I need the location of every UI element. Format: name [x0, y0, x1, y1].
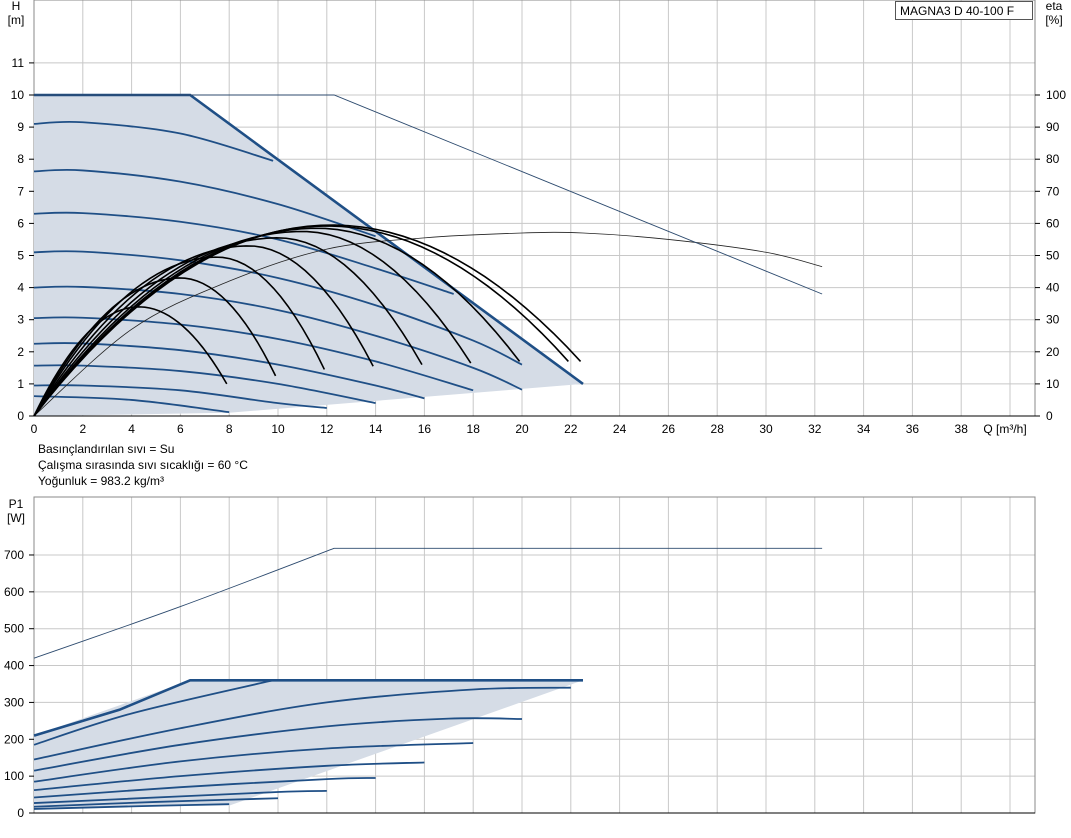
y2-tick-label: 0: [1046, 409, 1053, 423]
y-tick-label: 7: [17, 184, 24, 198]
y-tick-label: 11: [12, 56, 25, 70]
x-tick-label: 10: [271, 422, 285, 436]
y-axis-unit: [m]: [8, 13, 25, 27]
head-chart-grid: [33, 0, 1036, 417]
power-speed-line: [33, 686, 571, 761]
x-tick-label: 22: [564, 422, 578, 436]
speed-curve-line: [33, 316, 474, 392]
y-tick-label: 4: [17, 281, 24, 295]
power-speed-line: [33, 789, 327, 804]
y2-axis-title: eta: [1046, 0, 1063, 13]
y2-tick-label: 20: [1046, 345, 1060, 359]
y-tick-label: 3: [17, 313, 24, 327]
speed-curve-line: [33, 168, 376, 238]
speed-curve-line: [33, 384, 327, 409]
x-tick-label: 38: [955, 422, 969, 436]
model-label-box: MAGNA3 D 40-100 F: [895, 1, 1033, 20]
power-y-tick-label: 200: [4, 732, 24, 746]
y-tick-label: 6: [17, 216, 24, 230]
x-tick-label: 24: [613, 422, 627, 436]
curve-line: [33, 277, 277, 417]
power-speed-line: [33, 679, 274, 746]
y2-tick-label: 100: [1046, 88, 1066, 102]
power-y-tick-label: 400: [4, 659, 24, 673]
power-y-tick-label: 600: [4, 585, 24, 599]
power-y-axis-title: P1: [9, 497, 24, 511]
power-y-tick-label: 0: [17, 806, 24, 820]
speed-curve-line: [33, 211, 454, 295]
y2-tick-label: 80: [1046, 152, 1060, 166]
info-temperature: Çalışma sırasında sıvı sıcaklığı = 60 °C: [38, 458, 248, 472]
x-tick-label: 8: [226, 422, 233, 436]
x-tick-label: 30: [759, 422, 773, 436]
y-tick-label: 8: [17, 152, 24, 166]
power-max-line: [33, 547, 823, 659]
x-tick-label: 26: [662, 422, 676, 436]
y2-tick-label: 90: [1046, 120, 1060, 134]
curve-line: [33, 224, 582, 417]
power-y-tick-label: 300: [4, 695, 24, 709]
operating-area: [34, 95, 583, 416]
x-tick-label: 12: [320, 422, 334, 436]
x-tick-label: 6: [177, 422, 184, 436]
power-operating-area: [34, 680, 583, 808]
efficiency-line: [33, 231, 823, 417]
curve-line: [33, 245, 374, 417]
x-tick-label: 14: [369, 422, 383, 436]
power-y-tick-label: 100: [4, 769, 24, 783]
power-speed-line: [33, 761, 425, 792]
x-tick-label: 18: [467, 422, 481, 436]
x-tick-label: 36: [906, 422, 920, 436]
y-tick-label: 2: [17, 345, 24, 359]
power-speed-line: [33, 803, 230, 810]
x-tick-label: 28: [711, 422, 725, 436]
power-speed-line: [33, 717, 523, 772]
speed-curve-line: [33, 250, 523, 366]
x-tick-label: 16: [418, 422, 432, 436]
speed-curve-line: [33, 120, 274, 162]
x-tick-label: 0: [31, 422, 38, 436]
x-tick-label: 32: [808, 422, 822, 436]
y2-axis-unit: [%]: [1045, 13, 1062, 27]
y-tick-label: 9: [17, 120, 24, 134]
y-tick-label: 0: [17, 409, 24, 423]
info-fluid: Basınçlandırılan sıvı = Su: [38, 442, 175, 456]
power-y-axis-unit: [W]: [7, 511, 25, 525]
power-speed-line: [33, 742, 474, 783]
power-speed-line: [33, 777, 376, 799]
y2-tick-label: 30: [1046, 313, 1060, 327]
power-y-tick-label: 700: [4, 548, 24, 562]
power-y-tick-label: 500: [4, 622, 24, 636]
y2-tick-label: 50: [1046, 249, 1060, 263]
y-tick-label: 10: [11, 88, 25, 102]
max-curve-line: [34, 94, 823, 295]
info-density: Yoğunluk = 983.2 kg/m³: [38, 474, 164, 488]
x-axis-title: Q [m³/h]: [983, 422, 1026, 436]
speed-curve-line: [33, 285, 523, 391]
y-tick-label: 5: [17, 249, 24, 263]
speed-curve-line: [33, 395, 230, 414]
x-tick-label: 20: [515, 422, 529, 436]
y-tick-label: 1: [17, 377, 24, 391]
x-tick-label: 34: [857, 422, 871, 436]
y2-tick-label: 60: [1046, 216, 1060, 230]
y-axis-title: H: [12, 0, 21, 13]
x-tick-label: 2: [79, 422, 86, 436]
x-tick-label: 4: [128, 422, 135, 436]
y2-tick-label: 40: [1046, 281, 1060, 295]
power-envelope-line: [33, 679, 583, 737]
y2-tick-label: 10: [1046, 377, 1060, 391]
y2-tick-label: 70: [1046, 184, 1060, 198]
power-speed-line: [33, 797, 279, 808]
